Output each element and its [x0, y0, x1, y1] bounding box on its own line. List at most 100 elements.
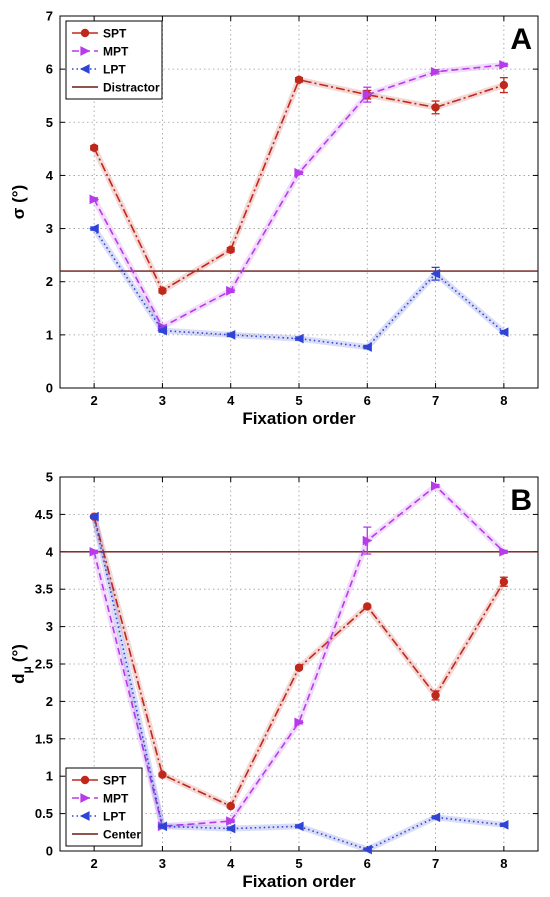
data-point-spt — [89, 143, 99, 152]
y-tick-label: 1.5 — [35, 731, 53, 746]
data-point-mpt — [499, 60, 509, 70]
data-point-mpt — [430, 481, 441, 491]
data-point-mpt — [499, 546, 509, 557]
legend-label-lpt: LPT — [103, 63, 126, 77]
y-tick-label: 4 — [46, 544, 54, 559]
y-axis-label-unit: (°) — [9, 644, 28, 662]
x-tick-label: 7 — [432, 393, 439, 408]
data-point-mpt — [294, 167, 305, 178]
x-tick-label: 5 — [295, 856, 302, 871]
data-point-lpt — [430, 812, 441, 823]
x-tick-label: 8 — [500, 856, 507, 871]
x-tick-label: 3 — [159, 856, 166, 871]
data-point-spt — [363, 602, 372, 611]
legend-marker-spt — [80, 28, 90, 38]
chart-panel-a: 2 3 4 5 6 7 8 0 1 2 3 4 5 6 7 Fixation order σ (°) A SPT MP… — [9, 9, 539, 428]
y-tick-label: 1 — [46, 327, 53, 342]
series-lpt — [89, 223, 509, 352]
data-point-spt — [431, 103, 440, 112]
panel-label: B — [510, 484, 532, 517]
legend-label-center: Center — [103, 828, 141, 842]
y-tick-label: 5 — [46, 470, 53, 485]
legend-marker-spt — [80, 775, 90, 785]
x-tick-label: 7 — [432, 856, 439, 871]
y-tick-label: 1 — [46, 769, 53, 784]
data-point-spt — [294, 663, 304, 672]
legend-marker-mpt — [80, 793, 91, 803]
legend-label-distractor: Distractor — [103, 81, 160, 95]
data-point-lpt — [225, 823, 236, 834]
x-tick-label: 8 — [500, 393, 507, 408]
y-tick-label: 7 — [46, 9, 53, 24]
data-point-lpt — [293, 333, 304, 344]
data-point-lpt — [498, 327, 509, 338]
legend-label-spt: SPT — [103, 27, 127, 41]
y-axis-label-subscript: μ — [20, 666, 34, 673]
legend-label-mpt: MPT — [103, 45, 129, 59]
data-point-lpt — [498, 819, 509, 830]
y-tick-label: 0 — [46, 381, 53, 396]
y-axis-label-main: σ (°) — [9, 185, 28, 219]
data-point-mpt — [430, 66, 441, 77]
x-tick-label: 2 — [91, 856, 98, 871]
data-point-lpt — [89, 223, 99, 234]
legend-box — [65, 767, 143, 847]
data-point-mpt — [226, 816, 236, 826]
x-tick-label: 5 — [295, 393, 302, 408]
data-point-lpt — [293, 821, 304, 832]
data-point-lpt — [89, 511, 99, 522]
data-point-mpt — [89, 546, 100, 557]
legend-label-spt: SPT — [103, 774, 127, 788]
data-point-spt — [226, 801, 235, 811]
x-tick-label: 3 — [159, 393, 166, 408]
series-mpt — [89, 60, 509, 332]
data-point-spt — [226, 245, 235, 255]
data-point-mpt — [226, 285, 236, 296]
data-point-lpt — [157, 821, 168, 832]
data-point-lpt — [362, 844, 372, 855]
data-point-spt — [499, 80, 509, 90]
data-point-mpt — [362, 535, 373, 546]
y-tick-label: 0 — [46, 844, 53, 859]
data-point-lpt — [225, 330, 236, 340]
x-tick-label: 4 — [227, 393, 235, 408]
y-tick-label: 4.5 — [35, 507, 53, 522]
data-point-spt — [158, 286, 167, 295]
legend-label-lpt: LPT — [103, 810, 126, 824]
x-axis-label: Fixation order — [242, 872, 356, 891]
data-point-mpt — [89, 194, 100, 205]
x-tick-label: 4 — [227, 856, 235, 871]
legend: SPT MPT LPT Center — [65, 767, 143, 847]
y-axis-label-main: d — [9, 674, 28, 684]
y-tick-label: 3 — [46, 619, 53, 634]
y-tick-label: 2.5 — [35, 657, 53, 672]
x-tick-label: 6 — [364, 393, 371, 408]
series-spt — [89, 75, 509, 295]
y-tick-label: 3 — [46, 221, 53, 236]
legend-label-mpt: MPT — [103, 792, 129, 806]
data-point-spt — [158, 770, 167, 779]
y-axis-label: σ (°) — [9, 185, 28, 219]
data-point-lpt — [362, 342, 372, 352]
x-tick-label: 2 — [91, 393, 98, 408]
y-tick-label: 0.5 — [35, 806, 53, 821]
panel-label: A — [510, 23, 532, 56]
data-point-lpt — [157, 325, 168, 336]
y-tick-label: 2 — [46, 274, 53, 289]
x-axis-label: Fixation order — [242, 409, 356, 428]
legend-marker-mpt — [80, 46, 91, 56]
legend-marker-lpt — [79, 64, 90, 74]
data-point-spt — [294, 75, 304, 84]
legend-marker-lpt — [79, 811, 90, 821]
y-tick-label: 2 — [46, 694, 53, 709]
y-tick-label: 4 — [46, 168, 54, 183]
y-tick-label: 6 — [46, 62, 53, 77]
x-tick-label: 6 — [364, 856, 371, 871]
y-tick-label: 5 — [46, 115, 53, 130]
series-line-halo-spt — [91, 515, 507, 810]
y-axis-label: dμ (°) — [9, 644, 34, 684]
series-lpt — [89, 511, 509, 855]
legend: SPT MPT LPT Distractor — [65, 20, 163, 100]
